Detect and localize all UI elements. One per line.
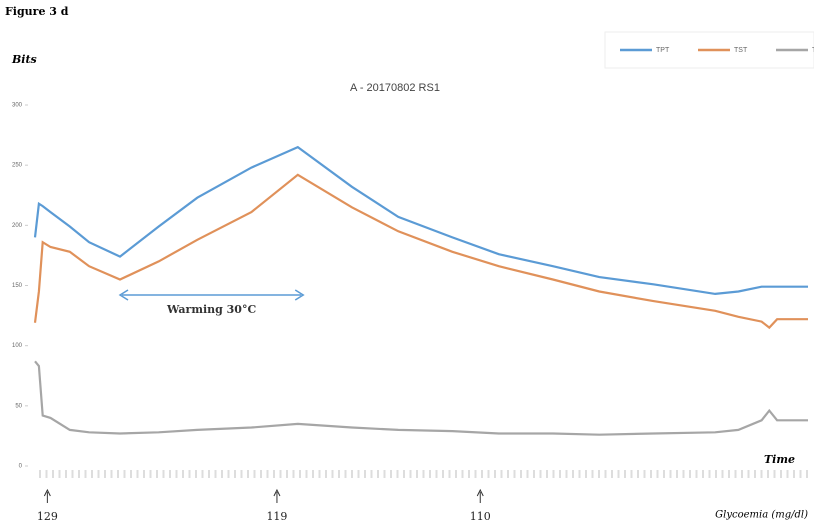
y-axis-label: Bits (11, 53, 37, 66)
glycoemia-value: 110 (470, 510, 491, 523)
glycoemia-value: 129 (37, 510, 58, 523)
series-line (34, 360, 808, 436)
arrow-head (476, 488, 484, 497)
legend-label: TDT (812, 47, 814, 54)
figure-label: Figure 3 d (5, 5, 69, 18)
y-tick-label: 300 (12, 103, 23, 109)
y-tick-label: 150 (12, 283, 23, 289)
series-line (33, 173, 808, 330)
legend-label: TPT (656, 47, 670, 54)
y-tick-label: 50 (15, 403, 22, 409)
y-tick-label: 200 (12, 223, 23, 229)
arrow-head (273, 488, 281, 497)
series-line (33, 145, 808, 296)
legend-label: TST (734, 47, 748, 54)
y-tick-label: 250 (12, 163, 23, 169)
arrow-head (43, 488, 51, 497)
arrow-head (294, 289, 305, 301)
chart-title: A - 20170802 RS1 (350, 82, 440, 94)
x-axis-label: Time (764, 453, 795, 466)
glycoemia-label: Glycoemia (mg/dl) (715, 510, 808, 521)
glycoemia-value: 119 (266, 510, 287, 523)
y-tick-label: 0 (19, 464, 23, 470)
y-tick-label: 100 (12, 343, 23, 349)
arrow-head (118, 289, 129, 301)
annotation-text: Warming 30°C (166, 303, 256, 316)
